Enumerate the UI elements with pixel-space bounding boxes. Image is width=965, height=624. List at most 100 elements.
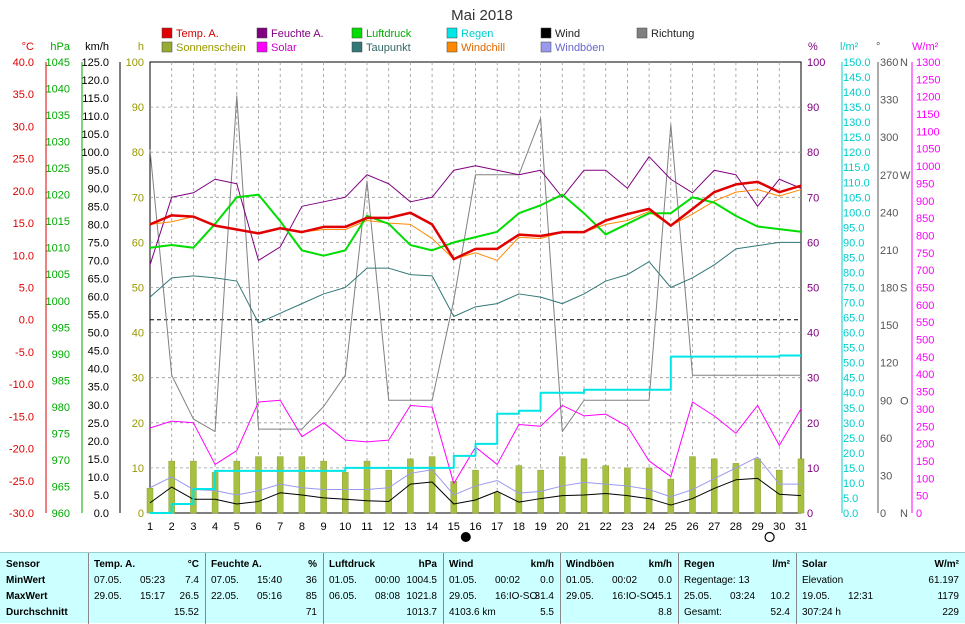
tick-label: 70.0 [88,255,109,267]
tick-label: 35.0 [13,89,34,101]
tick-label: 1035 [46,110,70,122]
tick-label: 600 [916,300,934,312]
tick-label: 40 [807,328,819,340]
tick-label: 150 [916,456,934,468]
stats-cell: l/m² [772,559,790,570]
tick-label: 180 [880,283,898,295]
x-tick-label: 4 [212,521,218,533]
stats-cell: 31.4 [534,591,554,602]
stats-cell: 15.52 [173,607,199,618]
tick-label: 1150 [916,109,940,121]
series-line [149,95,801,433]
tick-label: 250 [916,421,934,433]
stats-cell: 12:31 [848,591,874,602]
tick-label: 1100 [916,126,940,138]
x-tick-label: 26 [686,521,698,533]
tick-label: 95.0 [843,222,864,234]
tick-label: 10.0 [88,472,109,484]
tick-label: 115.0 [843,162,870,174]
tick-label: -25.0 [9,476,34,488]
tick-label: 25.0 [13,154,34,166]
x-tick-label: 2 [169,521,175,533]
series-line [149,477,802,506]
sunshine-bar [515,465,523,514]
stats-cell: MaxWert [6,591,48,602]
sunshine-bar [710,458,718,514]
legend-swatch [636,27,648,39]
tick-label: 95.0 [88,165,109,177]
tick-label: 130.0 [843,117,871,129]
tick-label: 90 [880,395,892,407]
stats-cell: 01.05. [329,575,357,586]
stats-cell: 5.5 [540,607,554,618]
stats-cell: 03:24 [730,591,756,602]
tick-label: 1010 [46,243,70,255]
stats-cell: 15:17 [140,591,166,602]
x-tick-label: 15 [448,521,460,533]
stats-column: Regen l/m² Regentage: 13 25.05. 03:24 10.2 Ges… [678,553,797,624]
tick-label: 75.0 [88,237,109,249]
tick-label: 40.0 [843,388,864,400]
stats-cell: Wind [449,559,474,570]
axis-unit: W/m² [912,41,939,53]
stats-cell: 307:24 h [802,607,841,618]
chart-title: Mai 2018 [451,7,513,24]
tick-label: 30 [807,373,819,385]
x-tick-label: 9 [321,521,327,533]
stats-cell: 45.1 [652,591,672,602]
tick-label: 20 [807,418,819,430]
legend-swatch [540,27,552,39]
stats-cell: 0.0 [540,575,554,586]
stats-cell: 15:40 [257,575,283,586]
stats-cell: 01.05. [449,575,477,586]
tick-label: 60.0 [843,328,864,340]
stats-cell: MinWert [6,575,46,586]
x-tick-label: 13 [404,521,416,533]
legend-swatch [446,41,458,53]
tick-label: 15.0 [88,454,109,466]
tick-label: 1015 [46,216,70,228]
legend-swatch [446,27,458,39]
x-tick-label: 18 [513,521,525,533]
stats-cell: 25.05. [684,591,712,602]
axis-unit: °C [22,41,34,53]
tick-label: 300 [880,132,898,144]
x-tick-label: 10 [339,521,351,533]
stats-column: Luftdruck hPa 01.05. 00:00 1004.5 06.05. 08:08… [323,553,444,624]
legend-label: Windböen [555,42,605,54]
stats-column: Windböen km/h 01.05. 00:02 0.0 29.05. 16:IO-SO… [560,553,679,624]
tick-label: 100.0 [843,207,871,219]
stats-cell: 08:08 [375,591,401,602]
tick-label: 145.0 [843,72,871,84]
tick-label: 1030 [46,137,70,149]
tick-label: 850 [916,213,934,225]
stats-cell: 29.05. [449,591,477,602]
x-tick-label: 24 [643,521,655,533]
stats-cell: 36 [305,575,317,586]
tick-label: 20 [132,418,144,430]
legend-label: Windchill [461,42,505,54]
stats-cell: 01.05. [566,575,594,586]
tick-label: 25.0 [88,418,109,430]
stats-cell: 00:00 [375,575,401,586]
tick-label: 970 [52,455,70,467]
stats-column: Sensor MinWert MaxWert Durchschnitt [0,553,89,624]
series-line [149,456,801,498]
tick-label: 975 [52,428,70,440]
tick-label: 150.0 [843,57,871,69]
x-tick-label: 12 [383,521,395,533]
stats-cell: °C [187,559,199,570]
tick-label: 50.0 [88,328,109,340]
legend-swatch [161,41,173,53]
tick-label: 10.0 [13,250,34,262]
tick-label: 35.0 [88,382,109,394]
tick-label: 80.0 [88,219,109,231]
tick-label: 330 [880,95,898,107]
tick-label: 1000 [46,296,70,308]
tick-label: 40 [132,328,144,340]
stats-cell: Feuchte A. [211,559,262,570]
tick-label: 100 [126,57,144,69]
tick-label: 20.0 [843,448,864,460]
moon-full-icon [764,531,775,543]
tick-label: -20.0 [9,444,34,456]
